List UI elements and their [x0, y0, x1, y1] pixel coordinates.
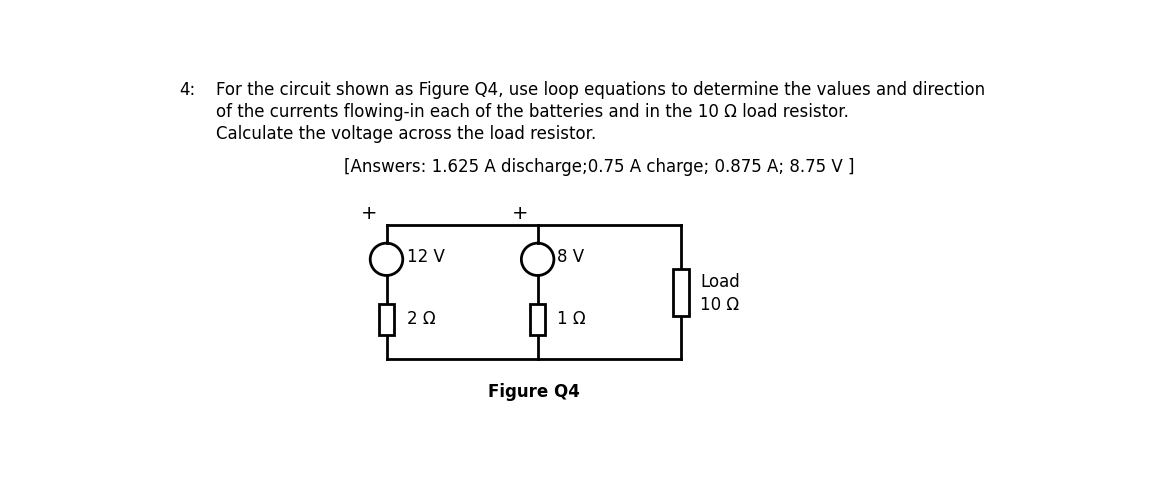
Text: 8 V: 8 V [557, 248, 584, 266]
Text: 2 Ω: 2 Ω [407, 310, 436, 328]
Text: of the currents flowing-in each of the batteries and in the 10 Ω load resistor.: of the currents flowing-in each of the b… [216, 103, 849, 121]
Text: +: + [512, 204, 529, 223]
Text: Calculate the voltage across the load resistor.: Calculate the voltage across the load re… [216, 125, 597, 143]
Text: [Answers: 1.625 A discharge;0.75 A charge; 0.875 A; 8.75 V ]: [Answers: 1.625 A discharge;0.75 A charg… [344, 158, 855, 176]
Text: 12 V: 12 V [407, 248, 446, 266]
Text: Figure Q4: Figure Q4 [488, 383, 579, 401]
Bar [530, 304, 545, 335]
Text: 1 Ω: 1 Ω [557, 310, 586, 328]
Text: 4:: 4: [179, 81, 195, 99]
Text: +: + [362, 204, 378, 223]
Text: For the circuit shown as Figure Q4, use loop equations to determine the values a: For the circuit shown as Figure Q4, use … [216, 81, 985, 99]
Bar [379, 304, 394, 335]
Bar [673, 268, 689, 316]
Text: Load: Load [701, 273, 741, 291]
Text: 10 Ω: 10 Ω [701, 296, 739, 314]
